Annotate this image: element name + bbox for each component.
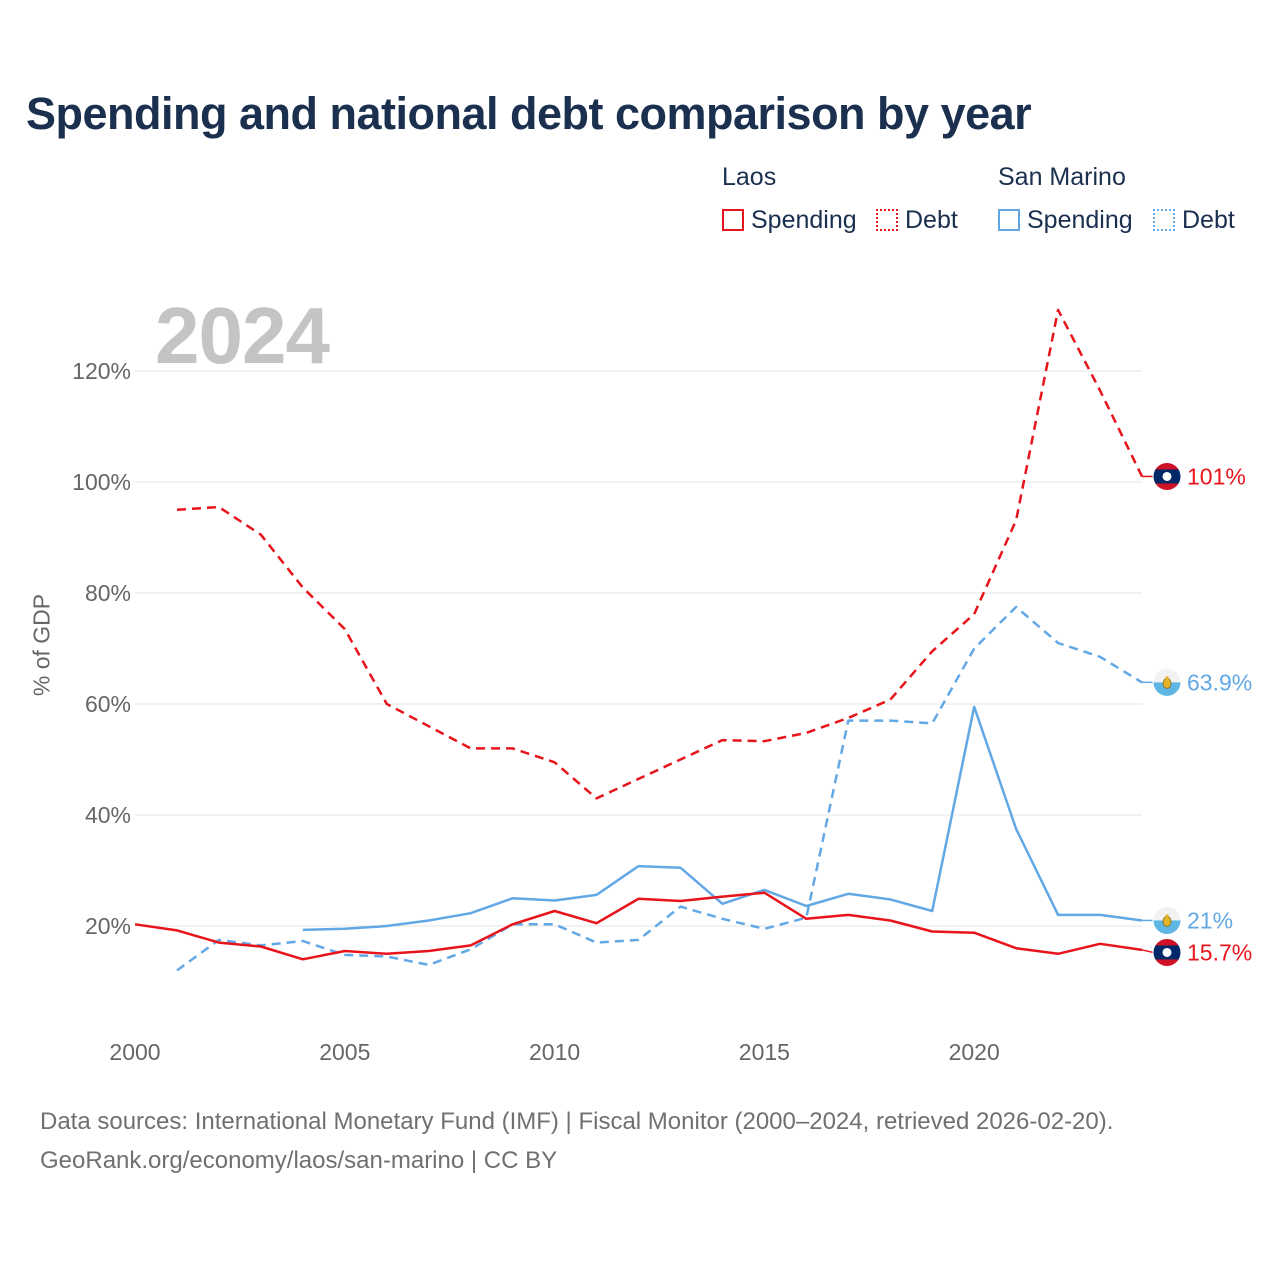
- grid-lines: [135, 370, 1142, 927]
- legend-group-laos: Laos: [722, 163, 777, 191]
- series-line-laos-spending: [134, 891, 1143, 961]
- legend-san-marino-spending[interactable]: Spending: [998, 204, 1133, 236]
- legend-label: Debt: [905, 205, 958, 234]
- y-tick-label: 60%: [85, 691, 131, 717]
- x-tick-label: 2015: [739, 1039, 790, 1065]
- end-value-label: 21%: [1187, 907, 1233, 933]
- end-markers: 101% 63.9% 21% 15.7%: [1141, 461, 1252, 967]
- axis-ticks: 20% 40% 60% 80% 100% 120% 2000 2005 2010 2015 2020: [72, 358, 1000, 1065]
- san-marino-flag-icon: [1152, 905, 1182, 935]
- laos-flag-icon: [1152, 937, 1182, 967]
- end-connector: [1141, 949, 1154, 954]
- series-lines: [134, 308, 1144, 972]
- san-marino-flag-icon: [1152, 667, 1182, 697]
- end-value-label: 101%: [1187, 463, 1246, 489]
- legend-swatch-dotted-blue: [1153, 209, 1175, 231]
- end-value-label: 15.7%: [1187, 939, 1252, 965]
- legend-laos-debt[interactable]: Debt: [876, 204, 958, 236]
- y-tick-label: 40%: [85, 802, 131, 828]
- legend-swatch-dotted-red: [876, 209, 898, 231]
- series-line-san-marino-debt: [176, 605, 1143, 972]
- legend-label: Spending: [751, 205, 857, 234]
- y-tick-label: 20%: [85, 913, 131, 939]
- series-line-san-marino-spending: [302, 705, 1143, 932]
- legend-swatch-solid-blue: [998, 209, 1020, 231]
- footer-credit[interactable]: GeoRank.org/economy/laos/san-marino | CC…: [40, 1147, 558, 1174]
- y-tick-label: 80%: [85, 580, 131, 606]
- x-tick-label: 2010: [529, 1039, 580, 1065]
- end-value-label: 63.9%: [1187, 669, 1252, 695]
- legend-laos-spending[interactable]: Spending: [722, 204, 857, 236]
- legend-swatch-solid-red: [722, 209, 744, 231]
- legend-label: Debt: [1182, 205, 1235, 234]
- laos-flag-icon: [1152, 461, 1182, 491]
- legend-san-marino-debt[interactable]: Debt: [1153, 204, 1235, 236]
- footer-source: Data sources: International Monetary Fun…: [40, 1108, 1114, 1135]
- legend-group-san-marino: San Marino: [998, 163, 1126, 191]
- year-watermark: 2024: [155, 291, 330, 380]
- x-tick-label: 2005: [319, 1039, 370, 1065]
- x-tick-label: 2020: [949, 1039, 1000, 1065]
- series-line-laos-debt: [176, 308, 1144, 800]
- x-tick-label: 2000: [109, 1039, 160, 1065]
- y-tick-label: 120%: [72, 358, 131, 384]
- y-tick-label: 100%: [72, 469, 131, 495]
- legend-label: Spending: [1027, 205, 1133, 234]
- chart-title: Spending and national debt comparison by…: [26, 88, 1032, 139]
